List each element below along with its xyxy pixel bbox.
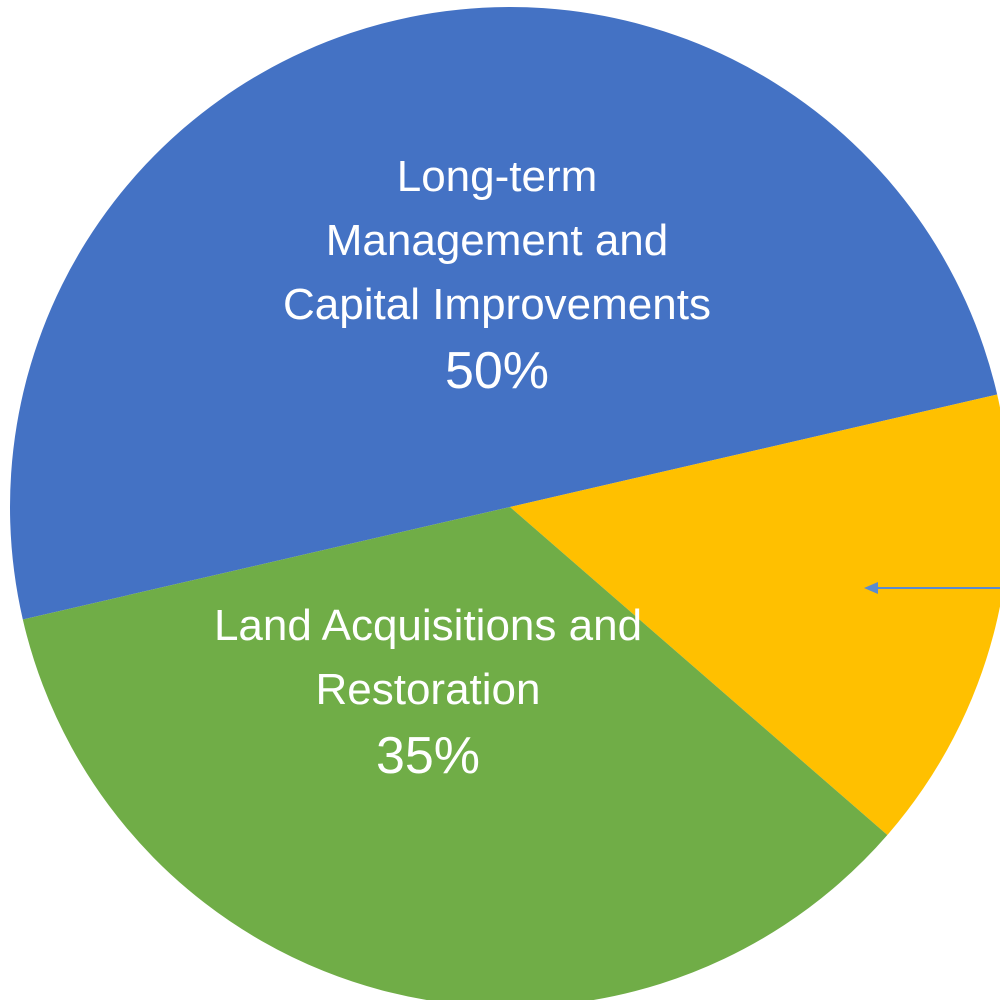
pie	[10, 7, 1000, 1000]
pie-slice	[510, 394, 1000, 836]
slice-label: Long-term Management and Capital Improve…	[277, 145, 717, 405]
value-label: 35%	[375, 727, 481, 785]
category-label: Land Acquisitions and Restoration	[213, 601, 643, 714]
pie-slice	[22, 507, 888, 1000]
slice-label: Land Acquisitions and Restoration 35%	[208, 594, 648, 790]
leader-arrow	[864, 582, 878, 594]
pie-slice	[10, 7, 998, 620]
value-label: 50%	[444, 342, 550, 400]
category-label: Long-term Management and Capital Improve…	[283, 152, 711, 329]
